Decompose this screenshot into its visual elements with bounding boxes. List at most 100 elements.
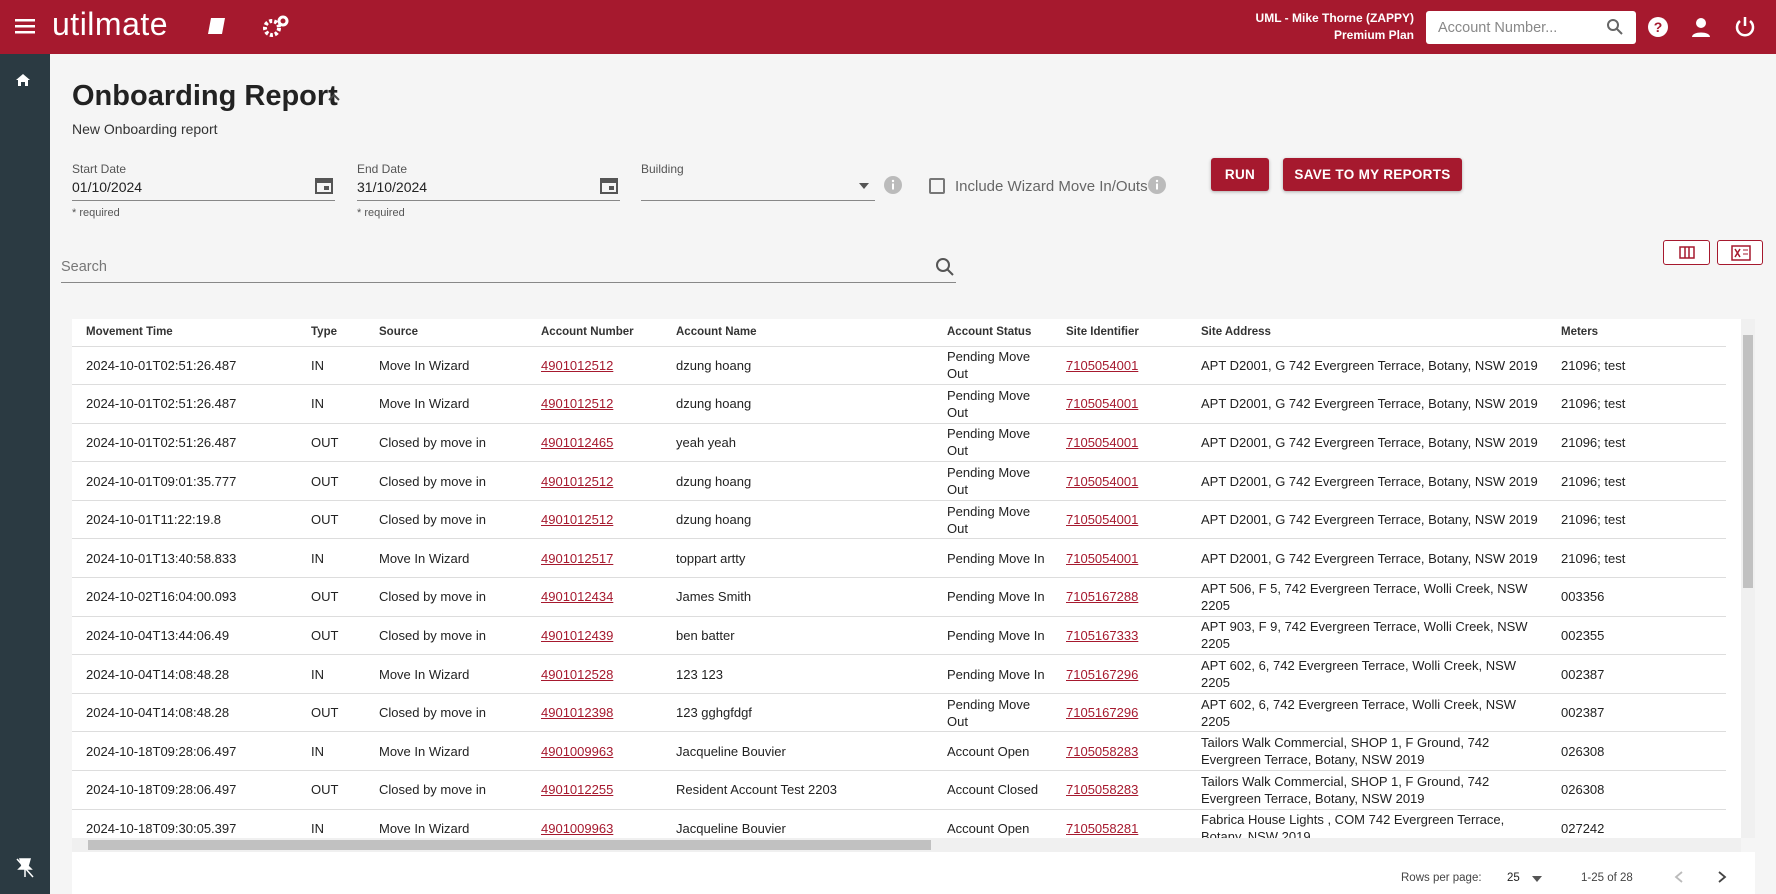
- table-cell: 4901012512: [527, 500, 662, 540]
- account-link[interactable]: 4901012512: [541, 473, 614, 489]
- table-cell: IN: [297, 809, 365, 838]
- help-icon[interactable]: ?: [1647, 16, 1669, 38]
- start-hint: * required: [72, 207, 120, 219]
- table-cell: 4901012255: [527, 770, 662, 810]
- account-link[interactable]: 4901012528: [541, 666, 614, 682]
- start-label: Start Date: [72, 162, 127, 176]
- columns-button[interactable]: [1663, 240, 1710, 265]
- column-header[interactable]: Movement Time: [72, 319, 297, 347]
- rows-per-page[interactable]: 25: [1507, 872, 1520, 884]
- table-cell: 21096; test: [1547, 538, 1726, 579]
- run-button[interactable]: RUN: [1211, 158, 1269, 191]
- account-link[interactable]: 4901009963: [541, 743, 614, 759]
- scroll-thumb[interactable]: [1743, 335, 1753, 588]
- power-icon[interactable]: [1734, 15, 1756, 37]
- table-cell: IN: [297, 384, 365, 424]
- account-link[interactable]: 4901009963: [541, 820, 614, 836]
- table-cell: 7105058283: [1052, 731, 1187, 772]
- export-button[interactable]: [1717, 240, 1763, 265]
- account-link[interactable]: 4901012517: [541, 550, 614, 566]
- search-underline: [61, 282, 956, 283]
- table-cell: 123 gghgfdgf: [662, 693, 933, 733]
- table-cell: yeah yeah: [662, 423, 933, 463]
- user-info: UML - Mike Thorne (ZAPPY) Premium Plan: [1256, 10, 1414, 44]
- table-cell: 4901012465: [527, 423, 662, 463]
- account-search[interactable]: Account Number...: [1426, 11, 1636, 44]
- column-header[interactable]: Meters: [1547, 319, 1726, 347]
- table-cell: 21096; test: [1547, 423, 1726, 463]
- brand[interactable]: utilmate: [52, 6, 169, 42]
- column-header[interactable]: Site Identifier: [1052, 319, 1187, 347]
- table-cell: 7105054001: [1052, 538, 1187, 579]
- prev-page[interactable]: [1673, 870, 1685, 884]
- table-row: 2024-10-01T02:51:26.487 OUT Closed by move…: [72, 423, 1726, 463]
- table-cell: Move In Wizard: [365, 654, 527, 694]
- header-row: Movement Time Type Source Account Number Acc…: [72, 319, 1726, 347]
- user-icon[interactable]: [1690, 16, 1712, 38]
- next-page[interactable]: [1716, 870, 1728, 884]
- site-link[interactable]: 7105054001: [1066, 473, 1139, 489]
- settings-icon[interactable]: [262, 14, 290, 38]
- site-link[interactable]: 7105054001: [1066, 550, 1139, 566]
- info-icon[interactable]: [884, 176, 902, 194]
- site-link[interactable]: 7105058283: [1066, 743, 1139, 759]
- vertical-scrollbar[interactable]: [1741, 319, 1755, 838]
- column-header[interactable]: Account Number: [527, 319, 662, 347]
- book-icon[interactable]: [207, 16, 229, 36]
- info-icon[interactable]: [1148, 176, 1166, 194]
- calendar-icon[interactable]: [315, 176, 333, 194]
- site-link[interactable]: 7105058283: [1066, 782, 1139, 798]
- site-link[interactable]: 7105054001: [1066, 396, 1139, 412]
- site-link[interactable]: 7105167296: [1066, 666, 1139, 682]
- dropdown-arrow[interactable]: [858, 182, 870, 190]
- table-row: 2024-10-04T13:44:06.49 OUT Closed by move …: [72, 616, 1726, 656]
- menu-icon[interactable]: [15, 17, 37, 35]
- table-cell: ben batter: [662, 616, 933, 656]
- table-cell: 7105167296: [1052, 693, 1187, 733]
- site-link[interactable]: 7105054001: [1066, 434, 1139, 450]
- site-link[interactable]: 7105054001: [1066, 357, 1139, 373]
- table-cell: OUT: [297, 693, 365, 733]
- site-link[interactable]: 7105167296: [1066, 705, 1139, 721]
- checkbox[interactable]: [929, 178, 945, 194]
- column-header[interactable]: Site Address: [1187, 319, 1547, 347]
- table-cell: Jacqueline Bouvier: [662, 731, 933, 772]
- account-link[interactable]: 4901012398: [541, 705, 614, 721]
- account-link[interactable]: 4901012434: [541, 589, 614, 605]
- table-cell: APT 506, F 5, 742 Evergreen Terrace, Wol…: [1187, 577, 1547, 617]
- table-row: 2024-10-01T13:40:58.833 IN Move In Wizard 4…: [72, 538, 1726, 579]
- scroll-thumb[interactable]: [88, 840, 931, 850]
- page-subtitle: New Onboarding report: [72, 121, 218, 137]
- collapse-icon[interactable]: [327, 92, 341, 102]
- save-button[interactable]: SAVE TO MY REPORTS: [1283, 158, 1462, 191]
- account-link[interactable]: 4901012512: [541, 357, 614, 373]
- sidebar: [0, 54, 50, 894]
- table-row: 2024-10-02T16:04:00.093 OUT Closed by move…: [72, 577, 1726, 617]
- site-link[interactable]: 7105167288: [1066, 589, 1139, 605]
- dropdown-arrow[interactable]: [1532, 876, 1542, 882]
- table-cell: Account Open: [933, 809, 1052, 838]
- calendar-icon[interactable]: [600, 176, 618, 194]
- column-header[interactable]: Type: [297, 319, 365, 347]
- table: Movement Time Type Source Account Number Acc…: [72, 319, 1726, 838]
- site-link[interactable]: 7105167333: [1066, 627, 1139, 643]
- account-link[interactable]: 4901012465: [541, 434, 614, 450]
- account-link[interactable]: 4901012439: [541, 627, 614, 643]
- account-link[interactable]: 4901012512: [541, 512, 614, 528]
- end-value[interactable]: 31/10/2024: [357, 179, 428, 195]
- account-link[interactable]: 4901012255: [541, 782, 614, 798]
- column-header[interactable]: Account Status: [933, 319, 1052, 347]
- start-value[interactable]: 01/10/2024: [72, 179, 143, 195]
- table-cell: Move In Wizard: [365, 538, 527, 579]
- column-header[interactable]: Account Name: [662, 319, 933, 347]
- account-link[interactable]: 4901012512: [541, 396, 614, 412]
- search-icon[interactable]: [935, 257, 955, 277]
- site-link[interactable]: 7105054001: [1066, 512, 1139, 528]
- column-header[interactable]: Source: [365, 319, 527, 347]
- home-icon[interactable]: [15, 73, 31, 87]
- site-link[interactable]: 7105058281: [1066, 820, 1139, 836]
- horizontal-scrollbar[interactable]: [72, 838, 1741, 852]
- pin-icon[interactable]: [15, 857, 35, 879]
- table-row: 2024-10-18T09:28:06.497 IN Move In Wizard 4…: [72, 731, 1726, 772]
- table-row: 2024-10-01T02:51:26.487 IN Move In Wizard 4…: [72, 346, 1726, 386]
